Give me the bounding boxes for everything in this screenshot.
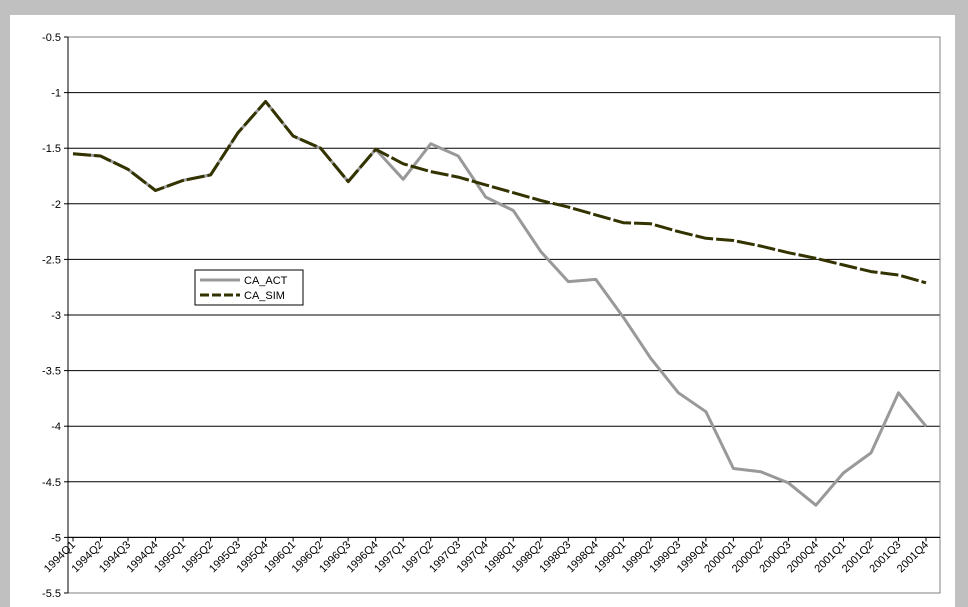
legend-label: CA_ACT bbox=[244, 275, 288, 287]
series-line-ca-sim bbox=[72, 100, 927, 285]
y-axis: -0.5 -1 -1.5 -2 -2.5 -3 -3.5 -4 -4.5 -5 -5.5 bbox=[42, 32, 69, 600]
y-tick-label: -2 bbox=[51, 199, 61, 211]
y-tick-label: -0.5 bbox=[42, 32, 61, 44]
y-tick-label: -4 bbox=[51, 421, 61, 433]
y-tick-label: -2.5 bbox=[42, 254, 61, 266]
y-tick-label: -1 bbox=[51, 88, 61, 100]
series-lines bbox=[72, 100, 928, 507]
y-tick-label: -5 bbox=[51, 532, 61, 544]
line-chart: -0.5 -1 -1.5 -2 -2.5 -3 -3.5 -4 -4.5 -5 -5.5 1994Q… bbox=[42, 32, 941, 600]
legend-label: CA_SIM bbox=[244, 290, 285, 302]
y-tick-label: -3 bbox=[51, 310, 61, 322]
gridlines bbox=[68, 92, 940, 538]
legend-box bbox=[194, 269, 304, 306]
y-tick-label: -1.5 bbox=[42, 143, 61, 155]
y-tick-label: -4.5 bbox=[42, 477, 61, 489]
x-axis: 1994Q11994Q21994Q31994Q41995Q11995Q21995… bbox=[42, 536, 940, 575]
y-tick-label: -5.5 bbox=[42, 588, 61, 600]
y-tick-label: -3.5 bbox=[42, 366, 61, 378]
legend: CA_ACT CA_SIM bbox=[194, 269, 304, 306]
chart-frame: -0.5 -1 -1.5 -2 -2.5 -3 -3.5 -4 -4.5 -5 -5.5 1994Q… bbox=[10, 15, 955, 607]
